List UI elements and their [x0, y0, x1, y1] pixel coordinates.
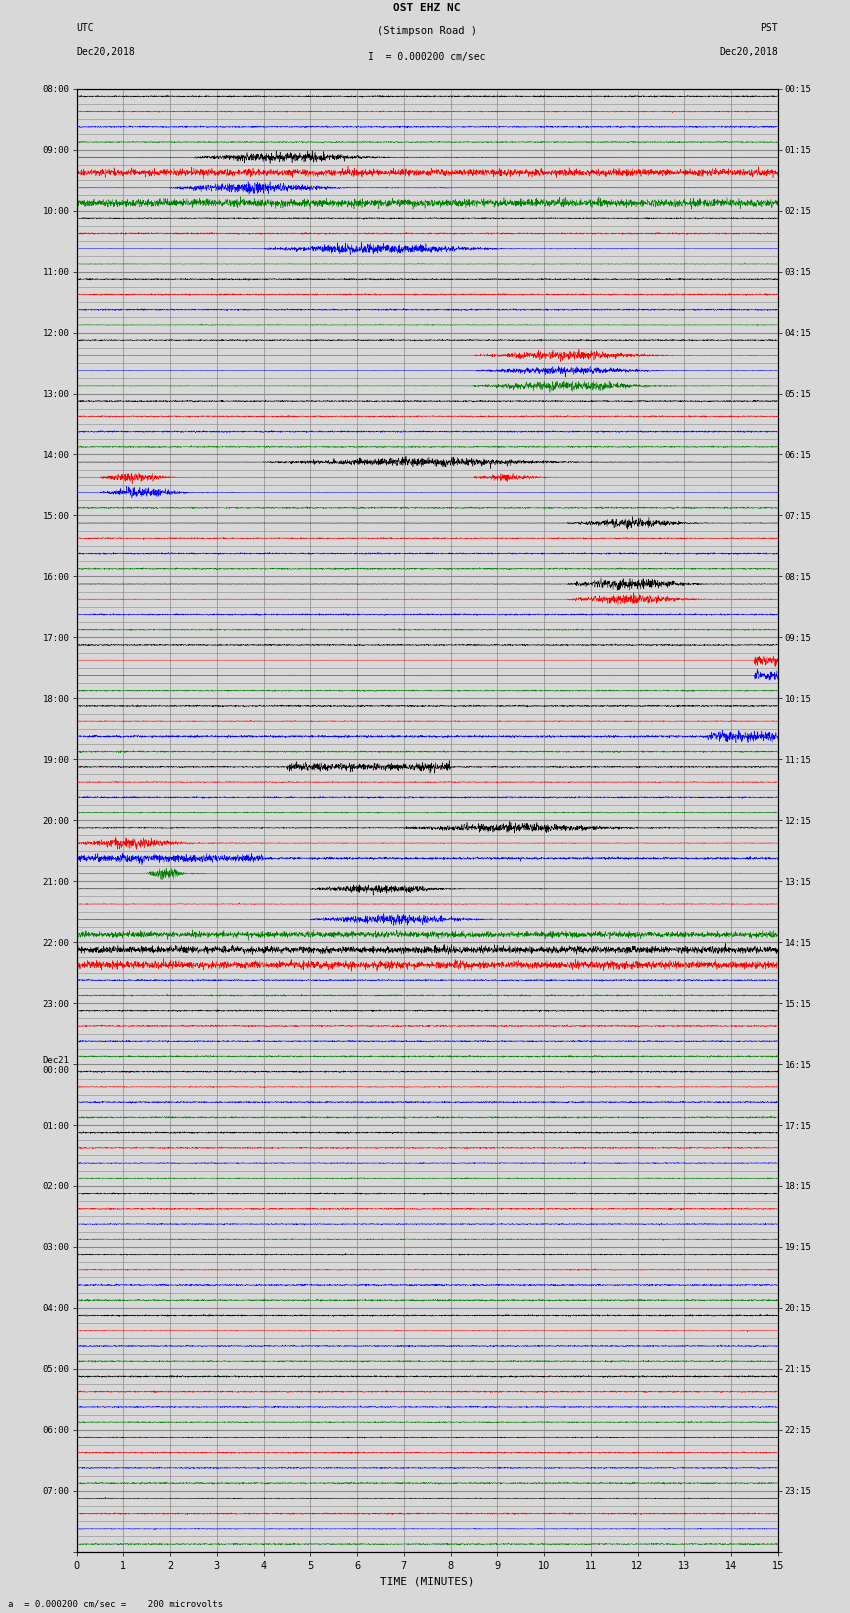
Text: OST EHZ NC: OST EHZ NC — [394, 3, 461, 13]
Text: PST: PST — [760, 23, 778, 34]
Text: (Stimpson Road ): (Stimpson Road ) — [377, 26, 477, 35]
Text: UTC: UTC — [76, 23, 94, 34]
Text: a  = 0.000200 cm/sec =    200 microvolts: a = 0.000200 cm/sec = 200 microvolts — [8, 1598, 224, 1608]
Text: I  = 0.000200 cm/sec: I = 0.000200 cm/sec — [368, 52, 486, 63]
X-axis label: TIME (MINUTES): TIME (MINUTES) — [380, 1576, 474, 1586]
Text: Dec20,2018: Dec20,2018 — [719, 47, 778, 56]
Text: Dec20,2018: Dec20,2018 — [76, 47, 135, 56]
